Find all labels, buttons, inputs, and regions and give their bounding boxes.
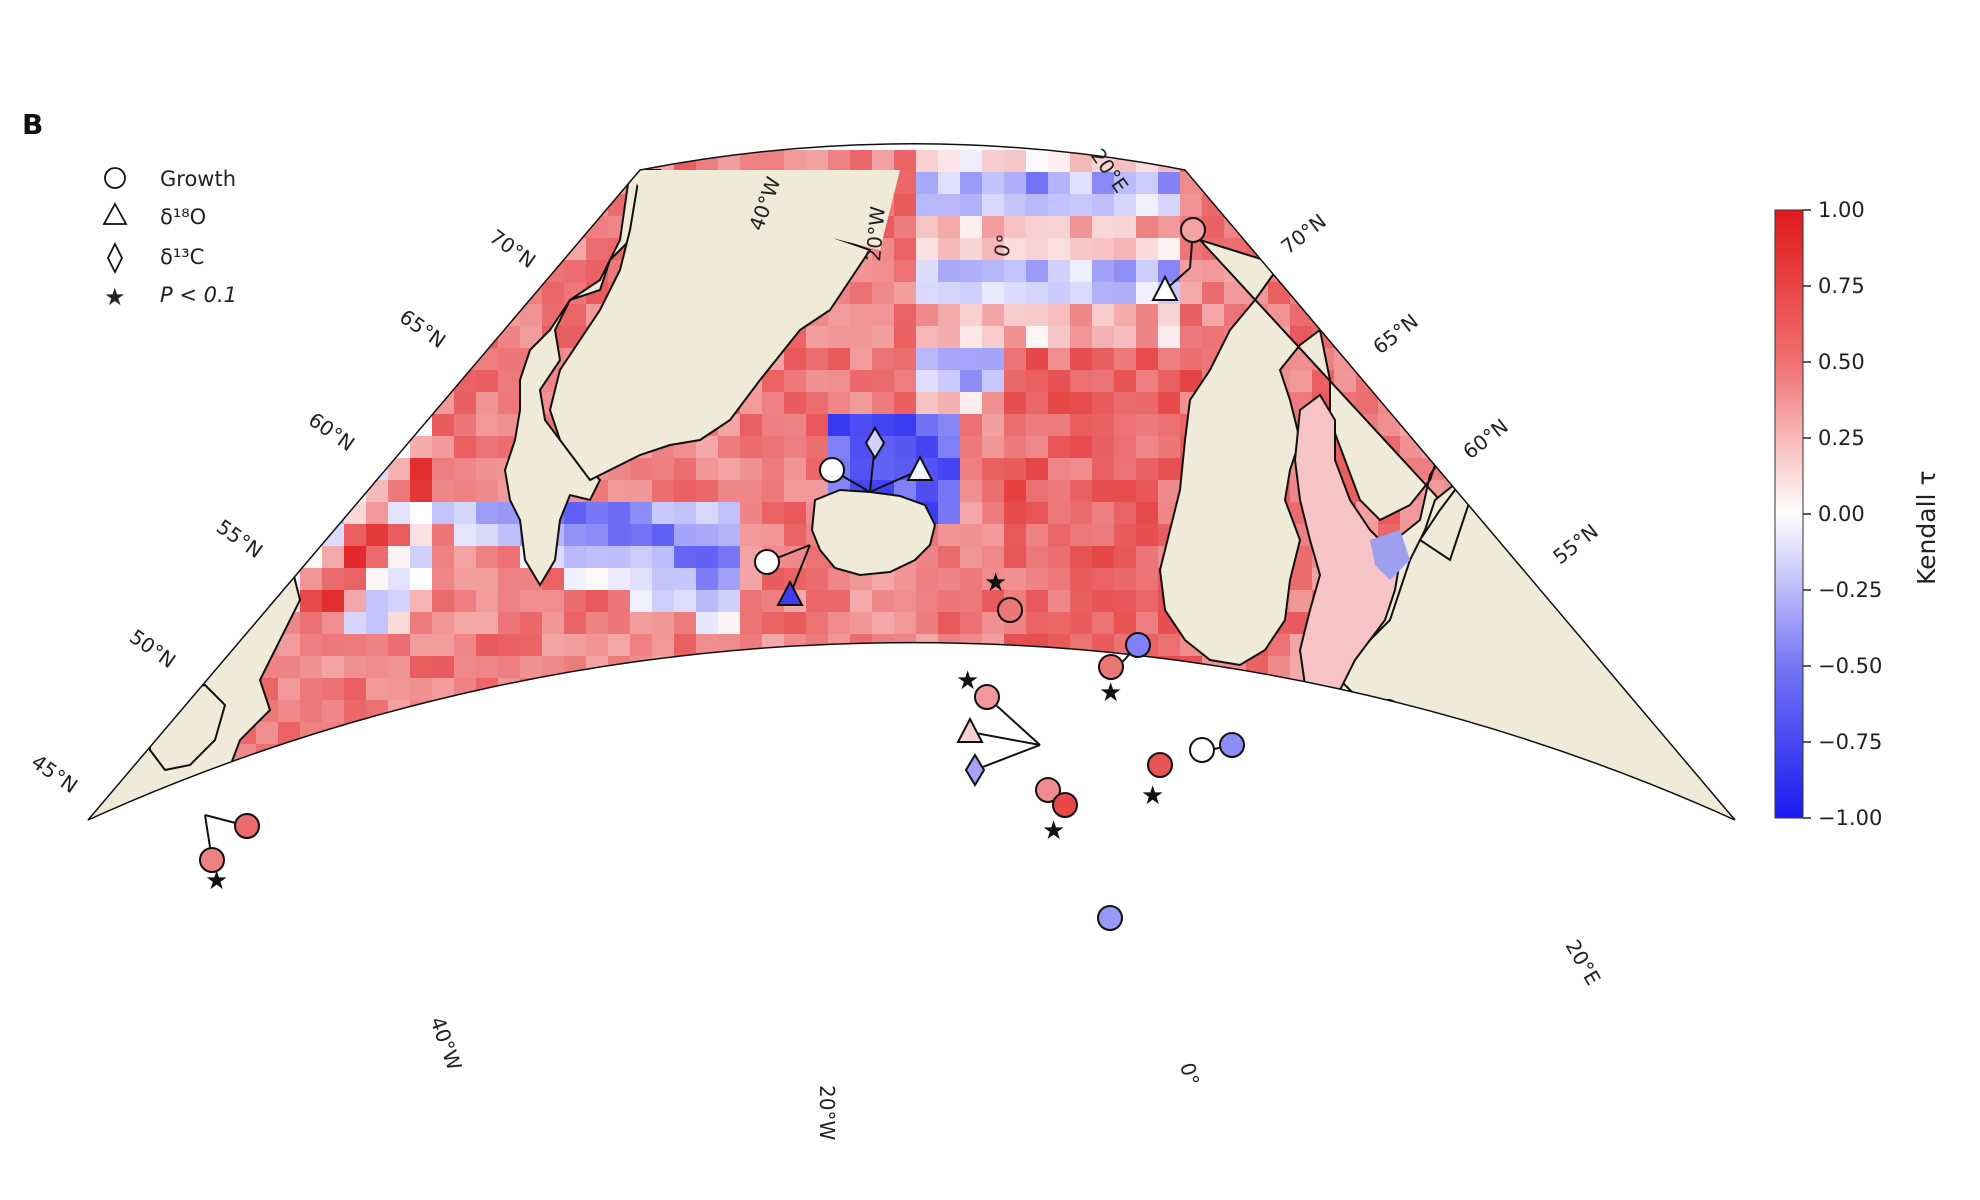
d18o-marker <box>776 579 804 606</box>
growth-marker <box>1097 905 1123 931</box>
lon-label-20w-top: 20°W <box>861 205 890 262</box>
lon-label-40w-bottom: 40°W <box>425 1014 467 1074</box>
land-greenland-east <box>548 168 872 482</box>
growth-marker <box>1219 732 1245 758</box>
site-iceland-west <box>754 544 811 606</box>
growth-marker <box>997 597 1023 623</box>
map-frame <box>87 143 1736 821</box>
legend-growth-icon <box>104 167 126 189</box>
growth-marker <box>1035 777 1061 803</box>
lon-label-0-bottom: 0° <box>1175 1060 1204 1088</box>
colorbar-tick-label: 0.50 <box>1818 350 1865 374</box>
growth-marker <box>754 549 780 575</box>
colorbar-tick-label: 0.25 <box>1818 426 1865 450</box>
colorbar-tick-label: −0.75 <box>1818 730 1882 754</box>
colorbar-ticks: 1.00 0.75 0.50 0.25 0.00 −0.25 −0.50 −0.75 −1.00 <box>1803 198 1882 830</box>
site-iceland-north <box>819 426 934 493</box>
growth-marker <box>819 457 845 483</box>
legend-d18o-label: δ¹⁸O <box>160 205 206 229</box>
site-north-sea-north: ★ <box>1098 632 1151 708</box>
colorbar-tick-label: −1.00 <box>1818 806 1882 830</box>
site-north-sea-south: ★ <box>1141 752 1173 811</box>
map-area <box>88 150 1735 1050</box>
site-norway-north <box>1151 217 1206 301</box>
colorbar-title: Kendall τ <box>1912 471 1941 585</box>
lat-label-60-left: 60°N <box>304 407 359 456</box>
leader-line <box>974 744 1041 771</box>
legend: Growth δ¹⁸O δ¹³C ★ P < 0.1 <box>102 167 237 311</box>
site-faroe: ★ <box>984 568 1023 623</box>
leader-line <box>969 731 1041 746</box>
lat-label-70-right: 70°N <box>1276 209 1331 259</box>
growth-marker <box>1189 737 1215 763</box>
legend-diamond-icon <box>106 241 124 275</box>
growth-marker <box>234 813 260 839</box>
significance-star-icon: ★ <box>1042 816 1065 846</box>
lat-label-65-right: 65°N <box>1368 309 1423 359</box>
legend-triangle-icon <box>102 202 128 225</box>
lat-label-65-left: 65°N <box>395 304 450 353</box>
colorbar-tick-label: −0.50 <box>1818 654 1882 678</box>
growth-marker <box>1098 654 1124 680</box>
growth-marker <box>1147 752 1173 778</box>
land-greenland <box>503 169 662 587</box>
growth-marker <box>1125 632 1151 658</box>
lat-label-60-right: 60°N <box>1458 414 1513 464</box>
lat-label-50-left: 50°N <box>125 624 180 673</box>
significance-star-icon: ★ <box>956 666 979 696</box>
land-iceland <box>810 488 937 577</box>
legend-d13c-label: δ¹³C <box>160 245 204 269</box>
lat-label-45-left: 45°N <box>27 749 82 798</box>
growth-marker <box>1052 792 1078 818</box>
legend-star-icon: ★ <box>104 283 126 311</box>
d18o-marker <box>906 454 934 481</box>
colorbar-tick-label: 1.00 <box>1818 198 1865 222</box>
significance-star-icon: ★ <box>984 568 1007 598</box>
lon-label-20w-bottom: 20°W <box>815 1085 839 1140</box>
lat-label-55-right: 55°N <box>1548 519 1603 569</box>
land-france <box>1110 935 1220 1050</box>
colorbar-tick-label: 0.75 <box>1818 274 1865 298</box>
legend-growth-label: Growth <box>160 167 236 191</box>
colorbar-tick-label: −0.25 <box>1818 578 1882 602</box>
growth-marker <box>974 684 1000 710</box>
panel-label: B <box>22 108 43 141</box>
lon-label-20e-bottom: 20°E <box>1561 936 1606 990</box>
site-scotland-west: ★ <box>956 666 1041 787</box>
site-newfoundland: ★ <box>199 813 260 896</box>
growth-marker <box>199 847 225 873</box>
colorbar-tick-label: 0.00 <box>1818 502 1865 526</box>
sea-bothnia-blue <box>1370 530 1410 580</box>
site-markers: ★ ★ ★ ★ ★ ★ <box>199 217 1245 931</box>
colorbar: 1.00 0.75 0.50 0.25 0.00 −0.25 −0.50 −0.75 −1.00… <box>1774 198 1941 830</box>
d18o-marker <box>1151 274 1179 301</box>
site-channel <box>1097 905 1123 931</box>
lon-label-0-top: 0° <box>989 232 1017 259</box>
legend-significance-label: P < 0.1 <box>160 283 237 307</box>
site-german-bight <box>1189 732 1245 763</box>
lat-label-55-left: 55°N <box>212 514 267 563</box>
d13c-marker <box>864 426 886 460</box>
significance-star-icon: ★ <box>1141 781 1164 811</box>
d18o-marker <box>956 716 984 743</box>
growth-marker <box>1180 217 1206 243</box>
significance-star-icon: ★ <box>205 866 228 896</box>
site-irish-sea: ★ <box>1035 777 1078 846</box>
d13c-marker <box>964 753 986 787</box>
sea-baltic <box>1293 393 1402 702</box>
land-greenland-north <box>630 170 900 250</box>
lat-label-70-left: 70°N <box>485 224 540 273</box>
significance-star-icon: ★ <box>1099 678 1122 708</box>
colorbar-gradient <box>1774 209 1804 819</box>
